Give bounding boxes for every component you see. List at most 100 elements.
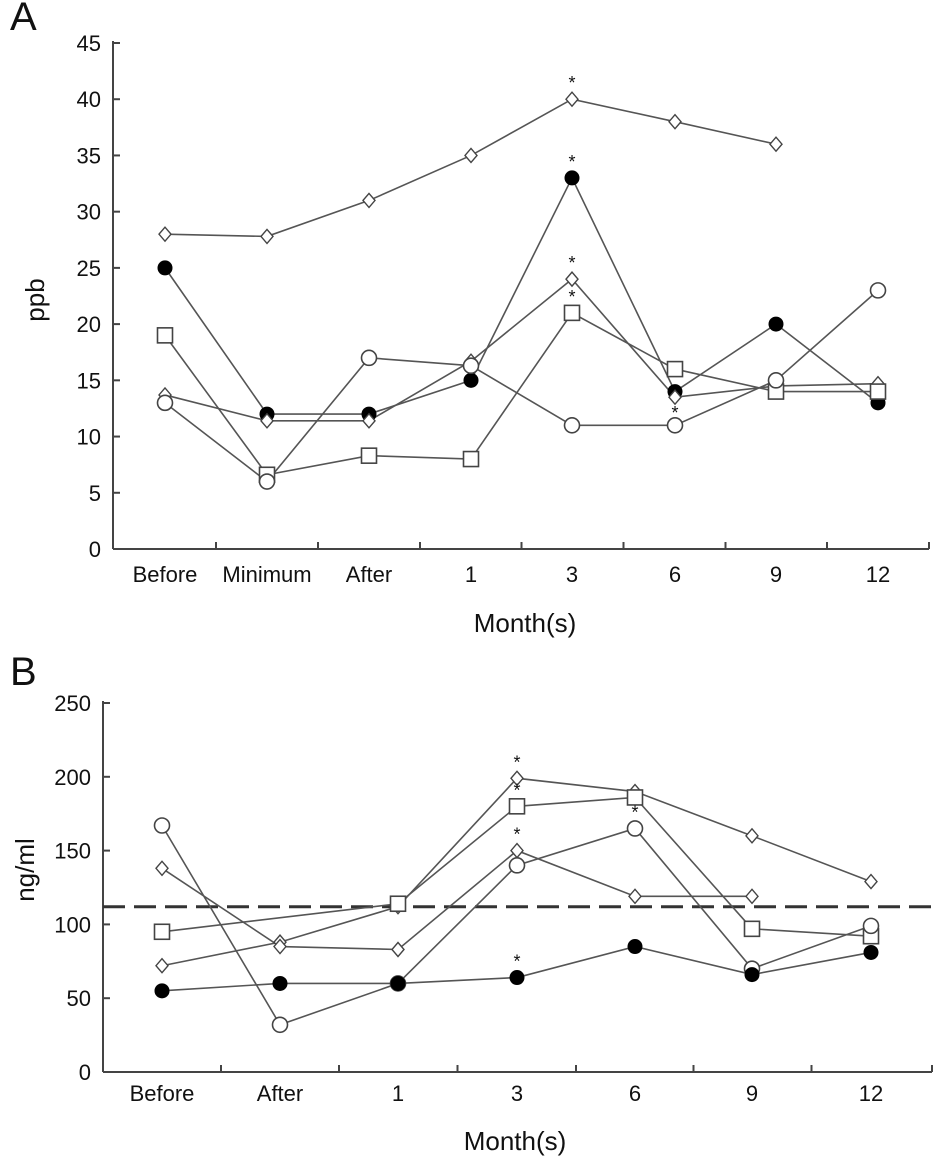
series-line [164, 98, 777, 238]
data-point-filled-circle [863, 944, 879, 960]
data-point-open-circle [626, 820, 644, 837]
data-point-open-diamond [668, 389, 682, 406]
data-point-open-circle [462, 357, 480, 375]
data-point-filled-circle [157, 260, 173, 276]
x-tick-label: 6 [669, 562, 681, 587]
x-tick-label: After [346, 562, 392, 587]
data-point-open-square [666, 360, 684, 378]
data-point-filled-circle [564, 170, 580, 186]
x-tick-label: Before [133, 562, 198, 587]
panel-b-y-axis-label: ng/ml [10, 838, 40, 902]
data-point-open-circle [153, 817, 171, 834]
data-point-filled-circle [154, 983, 170, 999]
data-point-filled-circle [463, 372, 479, 388]
data-point-open-diamond [260, 228, 274, 245]
data-point-open-circle [666, 417, 684, 434]
x-tick-label: Before [130, 1081, 195, 1106]
significance-star: * [631, 802, 638, 822]
y-tick-label: 200 [54, 765, 91, 790]
y-tick-label: 35 [77, 143, 101, 168]
y-tick-label: 5 [89, 481, 101, 506]
data-point-open-diamond [745, 888, 759, 905]
x-tick-label: 12 [866, 562, 890, 587]
data-point-filled-circle [509, 970, 525, 986]
data-point-open-square [869, 383, 887, 400]
data-point-filled-circle [768, 316, 784, 332]
data-point-open-circle [869, 282, 887, 299]
data-point-open-square [153, 923, 171, 941]
data-point-filled-circle [627, 939, 643, 955]
x-tick-label: 3 [511, 1081, 523, 1106]
data-point-open-square [508, 798, 526, 815]
data-point-open-diamond [628, 888, 642, 905]
data-point-open-diamond [273, 938, 287, 955]
significance-star: * [568, 253, 575, 273]
data-point-open-diamond [155, 957, 169, 974]
data-point-open-diamond [565, 91, 579, 108]
y-tick-label: 0 [79, 1060, 91, 1085]
x-tick-label: 3 [566, 562, 578, 587]
x-tick-label: After [257, 1081, 303, 1106]
significance-star: * [568, 73, 575, 93]
y-tick-label: 150 [54, 839, 91, 864]
data-point-open-diamond [362, 192, 376, 209]
significance-star: * [513, 752, 520, 772]
data-point-filled-circle [272, 975, 288, 991]
panel-a: A ppb Month(s) 0 5 10 15 20 25 30 35 40 45 Before M… [10, 0, 930, 638]
x-tick-label: 1 [392, 1081, 404, 1106]
x-tick-label: 6 [629, 1081, 641, 1106]
data-point-open-diamond [864, 873, 878, 890]
data-point-open-diamond [362, 412, 376, 429]
series-line [164, 176, 879, 415]
significance-star: * [568, 287, 575, 307]
y-tick-label: 50 [67, 986, 91, 1011]
y-tick-label: 20 [77, 312, 101, 337]
data-point-open-circle [563, 417, 581, 434]
data-point-open-circle [156, 394, 174, 412]
data-point-open-diamond [510, 842, 524, 859]
data-point-open-diamond [155, 860, 169, 877]
data-point-open-diamond [510, 770, 524, 787]
data-point-open-square [360, 447, 378, 464]
data-point-open-diamond [464, 147, 478, 164]
y-tick-label: 0 [89, 537, 101, 562]
data-point-open-diamond [391, 941, 405, 958]
series-line [161, 796, 872, 938]
data-point-open-diamond [668, 113, 682, 130]
y-tick-label: 30 [77, 200, 101, 225]
data-point-open-diamond [158, 226, 172, 243]
x-tick-label: 1 [465, 562, 477, 587]
data-point-open-circle [862, 917, 880, 935]
data-point-filled-circle [744, 967, 760, 983]
x-tick-label: Minimum [222, 562, 311, 587]
data-point-open-diamond [260, 412, 274, 429]
significance-star: * [671, 403, 678, 423]
significance-star: * [568, 152, 575, 172]
data-point-open-diamond [745, 827, 759, 844]
data-point-open-circle [767, 372, 785, 389]
x-tick-label: 12 [859, 1081, 883, 1106]
data-point-filled-circle [390, 975, 406, 991]
panel-a-x-axis-label: Month(s) [474, 608, 577, 638]
data-point-open-circle [258, 473, 276, 490]
significance-star: * [513, 780, 520, 800]
x-tick-label: 9 [746, 1081, 758, 1106]
data-point-open-square [156, 327, 174, 344]
panel-a-y-axis-label: ppb [20, 278, 50, 321]
data-point-open-square [462, 450, 480, 468]
data-point-open-square [389, 895, 407, 913]
y-tick-label: 100 [54, 912, 91, 937]
panel-b-label: B [10, 650, 37, 694]
y-tick-label: 45 [77, 31, 101, 56]
significance-star: * [513, 825, 520, 845]
y-tick-label: 25 [77, 256, 101, 281]
data-point-open-square [626, 789, 644, 806]
panel-a-label: A [10, 0, 37, 39]
significance-star: * [513, 952, 520, 972]
x-tick-label: 9 [770, 562, 782, 587]
series-line [161, 849, 752, 951]
y-tick-label: 10 [77, 425, 101, 450]
data-point-open-circle [271, 1016, 289, 1034]
data-point-open-circle [360, 349, 378, 367]
